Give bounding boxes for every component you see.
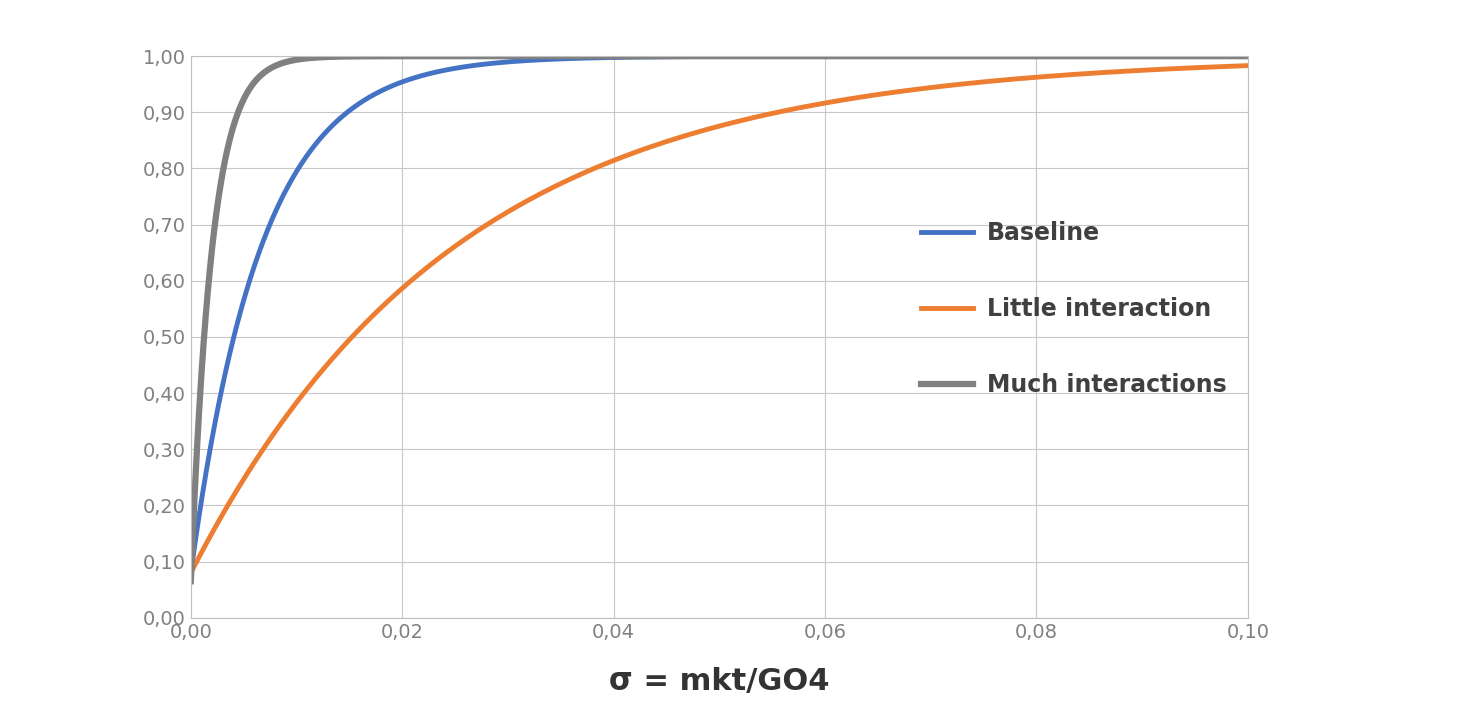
Much interactions bbox=[1218, 52, 1236, 60]
Little interaction bbox=[182, 569, 200, 577]
Little interaction bbox=[633, 145, 650, 154]
Much interactions bbox=[1239, 52, 1257, 60]
Little interaction bbox=[1104, 67, 1122, 76]
Little interaction bbox=[1239, 61, 1257, 69]
Much interactions bbox=[1105, 52, 1123, 60]
Much interactions bbox=[587, 52, 605, 60]
Baseline bbox=[587, 53, 605, 62]
Much interactions bbox=[633, 52, 650, 60]
Baseline bbox=[1218, 52, 1236, 60]
Much interactions bbox=[366, 52, 383, 60]
Baseline bbox=[182, 569, 200, 577]
Little interaction bbox=[587, 164, 605, 172]
Line: Little interaction: Little interaction bbox=[191, 65, 1248, 573]
X-axis label: σ = mkt/GO4: σ = mkt/GO4 bbox=[609, 667, 829, 696]
Much interactions bbox=[972, 52, 989, 60]
Line: Much interactions: Much interactions bbox=[191, 56, 1248, 581]
Baseline bbox=[1239, 52, 1257, 60]
Baseline bbox=[633, 53, 650, 61]
Baseline bbox=[1104, 52, 1122, 60]
Baseline bbox=[302, 145, 320, 154]
Line: Baseline: Baseline bbox=[191, 56, 1248, 573]
Legend: Baseline, Little interaction, Much interactions: Baseline, Little interaction, Much inter… bbox=[912, 211, 1236, 406]
Little interaction bbox=[1218, 62, 1236, 71]
Little interaction bbox=[366, 310, 383, 319]
Much interactions bbox=[182, 577, 200, 585]
Little interaction bbox=[302, 379, 320, 388]
Much interactions bbox=[302, 53, 320, 62]
Baseline bbox=[366, 91, 383, 99]
